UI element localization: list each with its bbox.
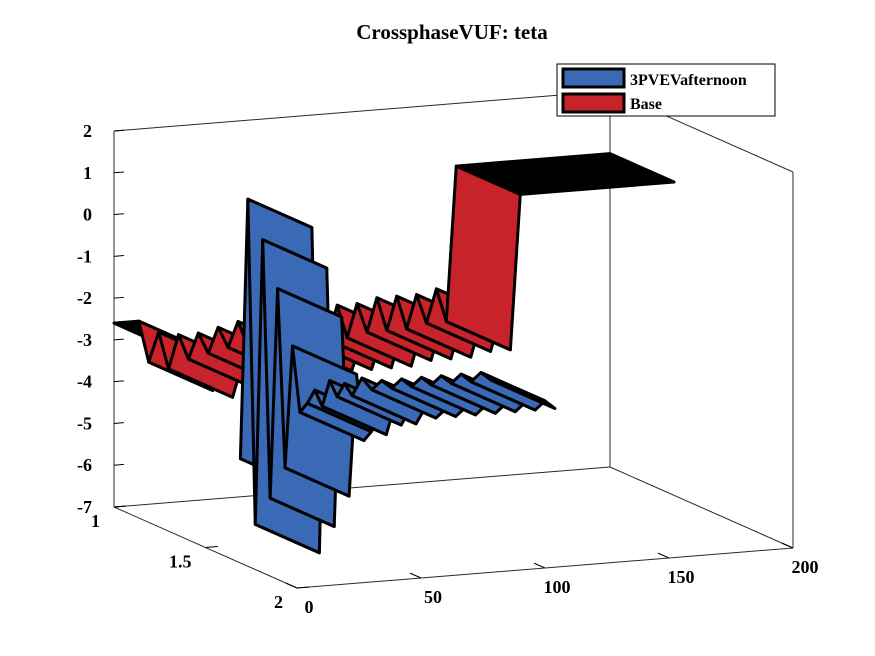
z-tick-mark — [113, 296, 124, 299]
tick-layer: 0 50 100 150 200 1 1.5 2 2 1 0 -1 -2 -3 -4 -5 -6 -7 — [77, 121, 819, 617]
axis-edge — [113, 90, 611, 132]
z-tick-mark — [113, 505, 124, 508]
z-tick-label: -5 — [77, 413, 92, 433]
z-tick-label: -4 — [77, 372, 92, 392]
x-tick-label: 100 — [544, 577, 571, 597]
x-tick-mark — [657, 552, 670, 559]
z-tick-mark — [113, 463, 124, 466]
y-tick-label: 2 — [274, 592, 283, 612]
z-tick-mark — [113, 338, 124, 341]
series-3pvevafternoon — [238, 197, 557, 555]
ribbon-segment — [454, 152, 676, 196]
axis-edge — [113, 466, 611, 508]
y-tick-label: 1 — [91, 511, 100, 531]
x-tick-label: 200 — [792, 557, 819, 577]
legend-label-3pvevafternoon: 3PVEVafternoon — [630, 72, 747, 89]
x-tick-label: 50 — [424, 587, 442, 607]
z-tick-mark — [113, 171, 124, 174]
z-tick-label: 2 — [83, 121, 92, 141]
z-tick-mark — [113, 213, 124, 216]
x-tick-mark — [533, 562, 546, 569]
x-tick-mark — [285, 582, 298, 589]
axis-edge — [609, 466, 794, 549]
ribbon-segment — [479, 371, 557, 410]
z-tick-mark — [113, 380, 124, 383]
z-tick-label: 0 — [83, 205, 92, 225]
legend: 3PVEVafternoon Base — [556, 63, 776, 117]
z-tick-label: -6 — [77, 455, 92, 475]
z-tick-label: -1 — [77, 246, 92, 266]
z-tick-label: -3 — [77, 330, 92, 350]
y-tick-mark — [205, 546, 218, 548]
chart-title: CrossphaseVUF: teta — [356, 20, 548, 44]
z-tick-mark — [113, 129, 124, 132]
z-tick-mark — [113, 255, 124, 257]
z-tick-label: -2 — [77, 288, 92, 308]
x-tick-label: 0 — [305, 597, 314, 617]
ribbon-segment — [444, 164, 522, 352]
z-tick-label: -7 — [77, 497, 92, 517]
x-tick-mark — [409, 572, 422, 579]
y-tick-mark — [296, 586, 310, 589]
x-tick-mark — [781, 542, 794, 549]
z-tick-label: 1 — [83, 163, 92, 183]
z-tick-mark — [113, 422, 124, 424]
series-base — [112, 152, 676, 399]
x-tick-label: 150 — [668, 567, 695, 587]
legend-label-base: Base — [630, 96, 662, 113]
y-tick-label: 1.5 — [169, 552, 192, 572]
legend-swatch-base — [561, 92, 626, 114]
legend-swatch-3pvevafternoon — [561, 67, 626, 89]
ribbon-layer — [112, 152, 676, 555]
